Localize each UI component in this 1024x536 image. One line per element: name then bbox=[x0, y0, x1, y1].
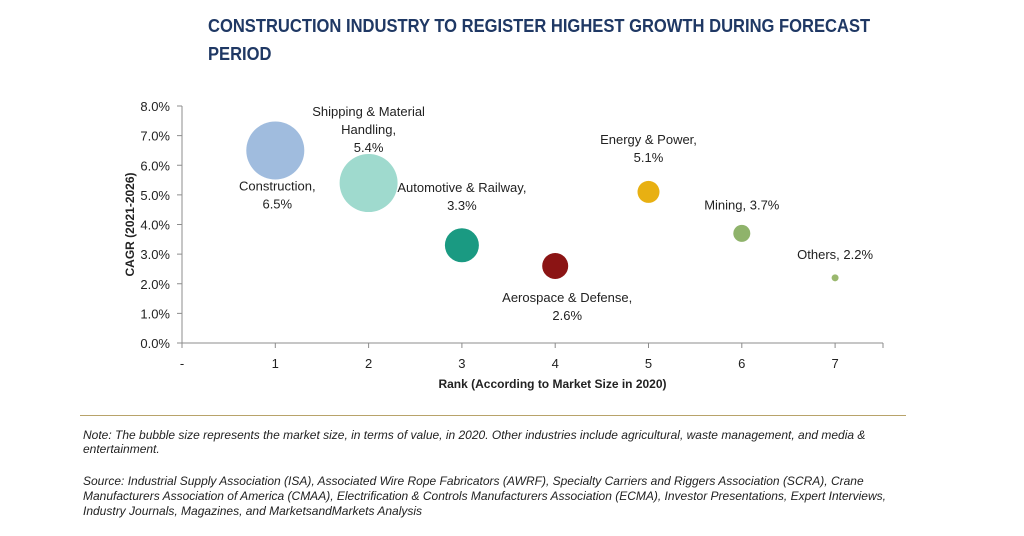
bubble-others bbox=[831, 274, 839, 282]
x-tick-label: 2 bbox=[365, 356, 372, 371]
bubble-chart: 0.0% 1.0% 2.0% 3.0% 4.0% 5.0% 6.0% 7.0% 8.0% - 1 2 3… bbox=[123, 99, 884, 391]
divider bbox=[80, 415, 906, 416]
data-label: Shipping & Material bbox=[312, 104, 425, 119]
y-tick-label: 2.0% bbox=[140, 277, 170, 292]
y-tick-label: 8.0% bbox=[140, 99, 170, 114]
data-label: 6.5% bbox=[262, 196, 292, 211]
data-label: Handling, bbox=[341, 122, 396, 137]
bubble-aerospace-defense bbox=[542, 252, 569, 279]
data-label: Automotive & Railway, bbox=[397, 180, 526, 195]
data-label: 5.1% bbox=[634, 150, 664, 165]
x-tick-label: 5 bbox=[645, 356, 652, 371]
y-tick-label: 5.0% bbox=[140, 188, 170, 203]
y-tick-label: 1.0% bbox=[140, 306, 170, 321]
chart-source: Source: Industrial Supply Association (I… bbox=[83, 474, 886, 518]
chart-note: Note: The bubble size represents the mar… bbox=[83, 428, 866, 456]
data-label: Construction, bbox=[239, 178, 316, 193]
x-tick-label: 7 bbox=[831, 356, 838, 371]
y-axis-title: CAGR (2021-2026) bbox=[123, 172, 137, 276]
bubble-energy-power bbox=[637, 180, 660, 203]
y-tick-label: 3.0% bbox=[140, 247, 170, 262]
data-label: Energy & Power, bbox=[600, 132, 697, 147]
x-tick-label: 4 bbox=[552, 356, 559, 371]
data-label: Mining, 3.7% bbox=[704, 197, 780, 212]
bubble-construction bbox=[246, 121, 305, 180]
data-label: 3.3% bbox=[447, 198, 477, 213]
y-tick-label: 6.0% bbox=[140, 158, 170, 173]
y-tick-label: 7.0% bbox=[140, 129, 170, 144]
chart-title: CONSTRUCTION INDUSTRY TO REGISTER HIGHES… bbox=[208, 16, 871, 64]
x-tick-label: 1 bbox=[272, 356, 279, 371]
y-tick-label: 4.0% bbox=[140, 218, 170, 233]
bubble-shipping-material-handling bbox=[339, 154, 398, 213]
data-label: 5.4% bbox=[354, 140, 384, 155]
data-label: 2.6% bbox=[552, 308, 582, 323]
data-label: Others, 2.2% bbox=[797, 247, 873, 262]
bubble-mining bbox=[733, 224, 751, 242]
x-axis-title: Rank (According to Market Size in 2020) bbox=[438, 377, 666, 391]
x-tick-label: - bbox=[180, 356, 184, 371]
bubble-automotive-railway bbox=[444, 228, 479, 263]
data-label: Aerospace & Defense, bbox=[502, 290, 632, 305]
x-tick-label: 3 bbox=[458, 356, 465, 371]
x-tick-label: 6 bbox=[738, 356, 745, 371]
y-tick-label: 0.0% bbox=[140, 336, 170, 351]
